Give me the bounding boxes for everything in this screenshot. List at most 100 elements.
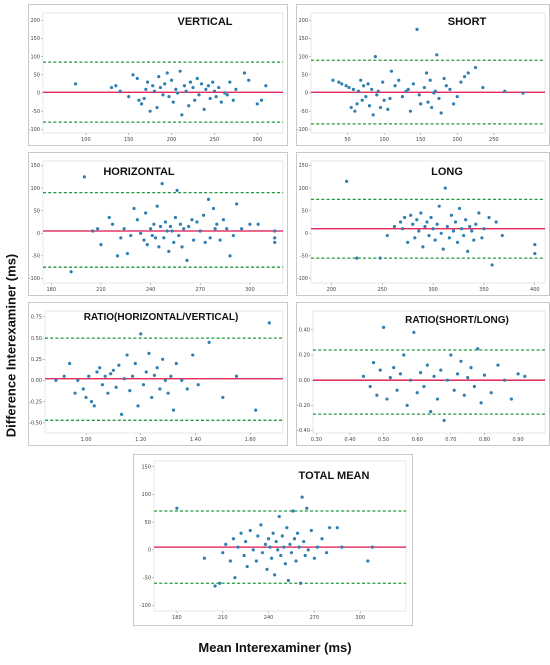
data-point bbox=[279, 553, 283, 558]
y-tick-label: 0.25 bbox=[31, 357, 42, 363]
data-point bbox=[139, 102, 144, 106]
data-point bbox=[76, 378, 80, 383]
data-point bbox=[213, 584, 217, 588]
data-point bbox=[437, 204, 441, 208]
data-point bbox=[291, 509, 295, 513]
x-tick-label: 210 bbox=[218, 615, 228, 621]
data-point bbox=[429, 215, 433, 220]
data-point bbox=[424, 71, 429, 75]
data-point bbox=[474, 222, 478, 226]
data-point bbox=[54, 378, 58, 383]
data-point bbox=[473, 65, 478, 70]
data-point bbox=[169, 78, 174, 82]
data-point bbox=[147, 351, 151, 355]
data-point bbox=[188, 80, 193, 84]
data-point bbox=[400, 227, 405, 231]
chart-total-mean: -100 -50 0 50 100 150 180 210 240 270 300 TOTAL MEA… bbox=[140, 460, 407, 621]
data-point bbox=[453, 220, 458, 224]
data-point bbox=[251, 548, 255, 552]
data-point bbox=[199, 82, 204, 86]
data-point bbox=[190, 218, 194, 222]
x-tick-label: 180 bbox=[172, 615, 182, 621]
y-tick-label: 0 bbox=[305, 91, 308, 97]
data-point bbox=[462, 393, 466, 397]
data-point bbox=[466, 249, 470, 253]
data-point bbox=[110, 222, 115, 226]
data-point bbox=[378, 105, 383, 110]
data-point bbox=[295, 531, 300, 535]
data-point bbox=[206, 84, 211, 88]
data-point bbox=[382, 325, 386, 329]
data-point bbox=[163, 378, 167, 383]
data-point bbox=[421, 245, 425, 249]
x-tick-label: 200 bbox=[452, 137, 462, 143]
data-point bbox=[378, 368, 382, 372]
data-point bbox=[523, 374, 527, 379]
x-tick-label: 0.40 bbox=[344, 437, 355, 443]
data-point bbox=[198, 229, 202, 233]
data-point bbox=[283, 562, 287, 566]
data-point bbox=[312, 556, 316, 560]
data-point bbox=[408, 378, 413, 382]
data-point bbox=[107, 215, 111, 220]
y-tick-label: 100 bbox=[30, 186, 40, 192]
data-point bbox=[175, 506, 179, 510]
data-point bbox=[248, 222, 252, 226]
chart-title: RATIO(SHORT/LONG) bbox=[405, 315, 509, 326]
data-point bbox=[378, 256, 382, 260]
data-point bbox=[482, 373, 487, 377]
data-point bbox=[130, 374, 135, 378]
data-point bbox=[259, 98, 264, 102]
data-point bbox=[91, 229, 95, 233]
data-point bbox=[441, 247, 445, 251]
data-point bbox=[133, 361, 137, 366]
data-point bbox=[509, 397, 513, 401]
y-tick-label: 150 bbox=[141, 464, 151, 470]
data-point bbox=[225, 93, 229, 97]
data-point bbox=[361, 374, 366, 379]
x-tick-label: 100 bbox=[379, 137, 389, 143]
y-tick-label: 50 bbox=[34, 208, 40, 214]
data-point bbox=[129, 233, 133, 238]
data-point bbox=[167, 249, 171, 253]
data-point bbox=[389, 69, 394, 73]
data-point bbox=[521, 91, 525, 95]
data-point bbox=[139, 332, 143, 336]
data-point bbox=[223, 91, 227, 95]
data-point bbox=[201, 213, 206, 217]
x-tick-label: 400 bbox=[530, 287, 540, 293]
data-point bbox=[335, 526, 339, 530]
data-point bbox=[477, 211, 481, 215]
data-point bbox=[417, 93, 421, 97]
data-point bbox=[500, 233, 504, 238]
data-point bbox=[127, 95, 131, 99]
data-point bbox=[135, 76, 139, 81]
x-tick-label: 300 bbox=[428, 287, 438, 293]
data-point bbox=[221, 218, 226, 222]
data-point bbox=[122, 227, 126, 231]
data-point bbox=[125, 353, 129, 357]
data-point bbox=[294, 559, 298, 563]
data-point bbox=[153, 236, 158, 240]
data-point bbox=[447, 236, 451, 240]
data-point bbox=[479, 401, 483, 405]
data-point bbox=[150, 233, 154, 238]
data-point bbox=[180, 378, 184, 383]
data-point bbox=[248, 528, 252, 533]
data-point bbox=[160, 181, 164, 186]
data-point bbox=[273, 236, 277, 240]
x-tick-label: 50 bbox=[344, 137, 350, 143]
data-point bbox=[180, 245, 184, 249]
data-point bbox=[299, 581, 303, 585]
data-point bbox=[62, 374, 66, 378]
data-point bbox=[208, 96, 212, 101]
x-tick-label: 250 bbox=[377, 287, 387, 293]
panel-horizontal: -100 -50 0 50 100 150 180 210 240 270 300 HORIZONTA… bbox=[28, 152, 288, 296]
y-tick-label: 150 bbox=[298, 163, 308, 169]
data-point bbox=[464, 218, 468, 222]
data-point bbox=[415, 27, 419, 31]
data-point bbox=[115, 254, 120, 258]
data-point bbox=[413, 236, 417, 240]
y-tick-label: 100 bbox=[141, 492, 151, 498]
data-point bbox=[144, 211, 148, 215]
